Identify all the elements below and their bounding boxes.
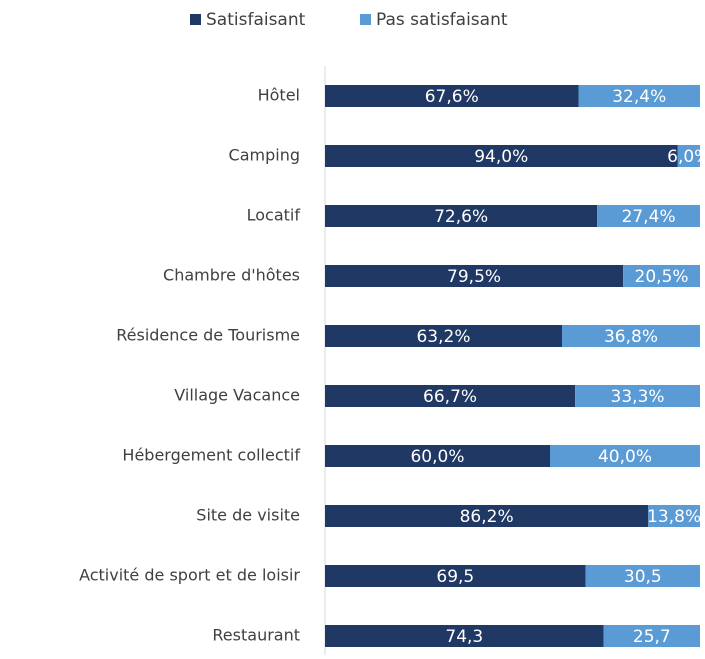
data-label: 33,3% — [611, 387, 665, 407]
category-label: Activité de sport et de loisir — [79, 566, 300, 585]
bar-segment — [325, 385, 576, 407]
data-label: 86,2% — [460, 507, 514, 527]
data-label: 20,5% — [635, 267, 689, 287]
data-label: 69,5 — [436, 567, 474, 587]
data-label: 40,0% — [598, 447, 652, 467]
legend-label: Pas satisfaisant — [376, 10, 508, 30]
bar-segment — [325, 445, 550, 467]
bar-segment — [597, 205, 700, 227]
bar-segment — [677, 145, 700, 167]
bar-segment — [550, 445, 700, 467]
category-label: Résidence de Tourisme — [116, 326, 300, 345]
legend-swatch — [190, 14, 201, 25]
data-label: 72,6% — [434, 207, 488, 227]
data-label: 74,3 — [445, 627, 483, 647]
category-label: Village Vacance — [174, 386, 300, 405]
data-label: 27,4% — [622, 207, 676, 227]
bar-segment — [325, 265, 624, 287]
data-label: 6,0% — [667, 147, 705, 167]
bar-segment — [325, 625, 604, 647]
data-label: 60,0% — [410, 447, 464, 467]
bar-segment — [325, 325, 562, 347]
legend-swatch — [360, 14, 371, 25]
category-label: Hôtel — [258, 86, 300, 105]
data-label: 66,7% — [423, 387, 477, 407]
category-label: Chambre d'hôtes — [163, 266, 300, 285]
category-label: Restaurant — [212, 626, 300, 645]
bar-segment — [603, 625, 700, 647]
category-label: Locatif — [247, 206, 301, 225]
bar-segment — [325, 145, 678, 167]
bar-segment — [585, 565, 700, 587]
bar-segment — [575, 385, 700, 407]
data-label: 63,2% — [416, 327, 470, 347]
category-label: Camping — [229, 146, 300, 165]
data-label: 25,7 — [633, 627, 671, 647]
bar-segment — [648, 505, 700, 527]
category-label: Hébergement collectif — [122, 446, 300, 465]
bar-segment — [325, 505, 649, 527]
bar-segment — [325, 85, 579, 107]
bar-segment — [562, 325, 700, 347]
category-label: Site de visite — [196, 506, 300, 525]
data-label: 30,5 — [624, 567, 662, 587]
legend-label: Satisfaisant — [206, 10, 306, 30]
bar-segment — [325, 565, 586, 587]
data-label: 13,8% — [647, 507, 701, 527]
bar-segment — [325, 205, 598, 227]
data-label: 94,0% — [474, 147, 528, 167]
data-label: 32,4% — [612, 87, 666, 107]
data-label: 36,8% — [604, 327, 658, 347]
data-label: 79,5% — [447, 267, 501, 287]
data-label: 67,6% — [425, 87, 479, 107]
bar-segment — [623, 265, 700, 287]
bar-segment — [578, 85, 700, 107]
